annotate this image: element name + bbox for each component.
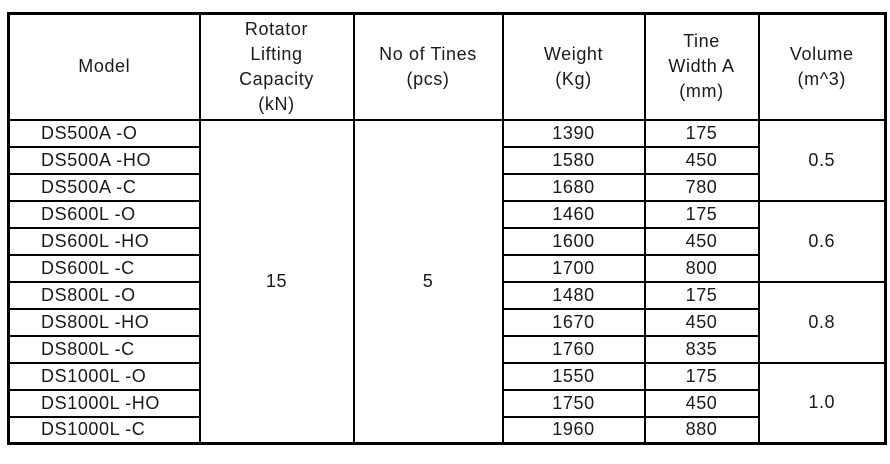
weight-cell: 1750 [501,388,646,418]
volume-cell: 0.6 [757,199,887,283]
table-row: DS600L -O 1460 175 0.6 [7,199,887,283]
table-row: DS500A -HO 1580 450 [7,145,886,175]
table-row: DS1000L -C 1960 880 [7,415,886,445]
model-cell: DS800L -C [7,334,201,364]
weight-cell: 1960 [501,415,646,445]
weight-cell: 1700 [501,253,646,283]
tine-width-cell: 450 [643,145,760,175]
model-cell: DS500A -C [7,172,201,202]
table-row: DS800L -O 1480 175 0.8 [7,280,887,364]
model-cell: DS800L -O [7,280,201,310]
tine-width-cell: 175 [643,361,760,391]
tine-width-cell: 450 [643,307,760,337]
table-row: DS1000L -O 1550 175 1.0 [7,361,887,445]
header-row: Model Rotator Lifting Capacity (kN) No o… [7,12,887,121]
volume-cell: 0.8 [757,280,887,364]
header-rotator-lifting-capacity: Rotator Lifting Capacity (kN) [198,12,355,121]
tine-width-cell: 880 [643,415,760,445]
header-volume: Volume (m^3) [757,12,887,121]
table-row: DS500A -O 15 5 1390 175 0.5 [7,118,887,445]
weight-cell: 1760 [501,334,646,364]
weight-cell: 1670 [501,307,646,337]
model-cell: DS500A -O [7,118,201,148]
table-row: DS1000L -HO 1750 450 [7,388,886,418]
model-cell: DS500A -HO [7,145,201,175]
weight-cell: 1460 [501,199,646,229]
header-no-of-tines: No of Tines (pcs) [352,12,504,121]
weight-cell: 1550 [501,361,646,391]
table-row: DS800L -C 1760 835 [7,334,886,364]
tines-count-cell: 5 [352,118,504,445]
model-cell: DS600L -C [7,253,201,283]
header-tine-width: Tine Width A (mm) [643,12,760,121]
weight-cell: 1680 [501,172,646,202]
weight-cell: 1480 [501,280,646,310]
tine-width-cell: 780 [643,172,760,202]
model-cell: DS600L -O [7,199,201,229]
model-cell: DS1000L -C [7,415,201,445]
tine-width-cell: 450 [643,388,760,418]
volume-cell: 1.0 [757,361,887,445]
weight-cell: 1390 [501,118,646,148]
product-spec-table: Model Rotator Lifting Capacity (kN) No o… [7,12,887,445]
header-weight: Weight (Kg) [501,12,646,121]
table-row: DS600L -C 1700 800 [7,253,886,283]
tine-width-cell: 175 [643,199,760,229]
tine-width-cell: 175 [643,280,760,310]
model-cell: DS1000L -HO [7,388,201,418]
table-row: DS800L -HO 1670 450 [7,307,886,337]
tine-width-cell: 175 [643,118,760,148]
rotator-capacity-cell: 15 [198,118,355,445]
header-model: Model [7,12,201,121]
table-row: DS600L -HO 1600 450 [7,226,886,256]
model-cell: DS800L -HO [7,307,201,337]
tine-width-cell: 800 [643,253,760,283]
volume-cell: 0.5 [757,118,887,202]
tine-width-cell: 450 [643,226,760,256]
table-row: DS500A -C 1680 780 [7,172,886,202]
weight-cell: 1580 [501,145,646,175]
model-cell: DS600L -HO [7,226,201,256]
model-cell: DS1000L -O [7,361,201,391]
tine-width-cell: 835 [643,334,760,364]
weight-cell: 1600 [501,226,646,256]
